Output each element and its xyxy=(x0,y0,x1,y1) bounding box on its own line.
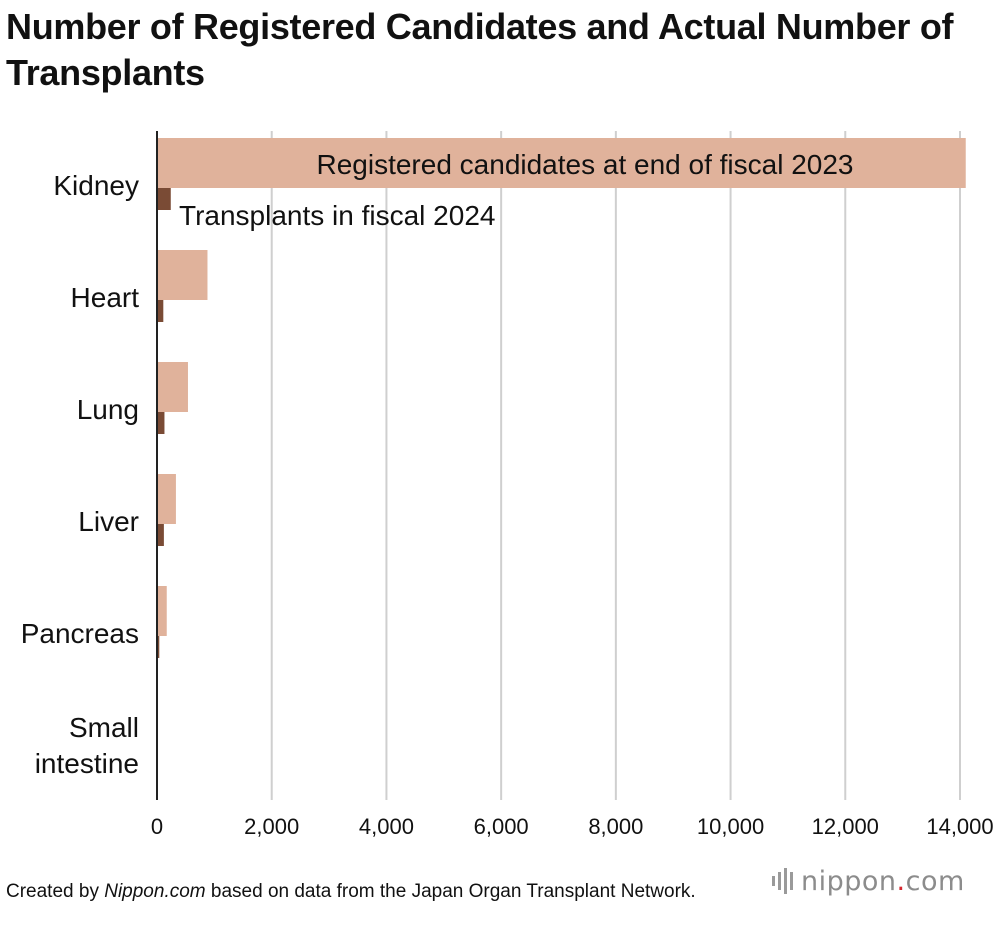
x-tick-label: 10,000 xyxy=(697,814,764,839)
logo-bars-icon xyxy=(772,866,793,896)
category-label: Heart xyxy=(71,282,140,313)
bar-registered xyxy=(157,586,167,636)
x-tick-label: 14,000 xyxy=(926,814,993,839)
bar-registered xyxy=(157,362,188,412)
bar-transplants xyxy=(157,412,165,434)
x-tick-label: 2,000 xyxy=(244,814,299,839)
nippon-logo: nippon.com xyxy=(772,865,965,897)
chart-title: Number of Registered Candidates and Actu… xyxy=(6,6,954,93)
category-label: Small xyxy=(69,712,139,743)
x-axis-ticks: 0 2,000 4,000 6,000 8,000 10,000 12,000 14,000 xyxy=(151,814,994,839)
series-labels: Registered candidates at end of fiscal 2… xyxy=(179,149,854,231)
x-tick-label: 12,000 xyxy=(812,814,879,839)
source-prefix: Created by xyxy=(6,881,105,902)
logo-wordmark: nippon.com xyxy=(801,865,965,897)
category-label: intestine xyxy=(35,748,139,779)
legend-label-registered: Registered candidates at end of fiscal 2… xyxy=(316,149,853,180)
category-label: Pancreas xyxy=(21,618,139,649)
bar-transplants xyxy=(157,300,164,322)
source-suffix: based on data from the Japan Organ Trans… xyxy=(205,881,696,902)
x-tick-label: 4,000 xyxy=(359,814,414,839)
bar-chart: 0 2,000 4,000 6,000 8,000 10,000 12,000 14,000 … xyxy=(21,131,994,839)
category-label: Liver xyxy=(78,506,139,537)
bars xyxy=(157,138,966,770)
bar-registered xyxy=(157,250,208,300)
x-tick-label: 6,000 xyxy=(474,814,529,839)
bar-registered xyxy=(157,138,966,188)
legend-label-transplants: Transplants in fiscal 2024 xyxy=(179,200,495,231)
category-label: Lung xyxy=(77,394,139,425)
category-label: Kidney xyxy=(53,170,139,201)
gridlines xyxy=(270,131,961,800)
category-labels: Kidney Heart Lung Liver Pancreas Small intesti… xyxy=(21,170,140,779)
source-name: Nippon.com xyxy=(104,881,206,902)
x-tick-label: 0 xyxy=(151,814,163,839)
x-tick-label: 8,000 xyxy=(588,814,643,839)
source-note: Created by Nippon.com based on data from… xyxy=(6,878,706,905)
bar-transplants xyxy=(157,636,160,658)
bar-transplants xyxy=(157,524,164,546)
bar-registered xyxy=(157,474,176,524)
bar-transplants xyxy=(157,188,171,210)
